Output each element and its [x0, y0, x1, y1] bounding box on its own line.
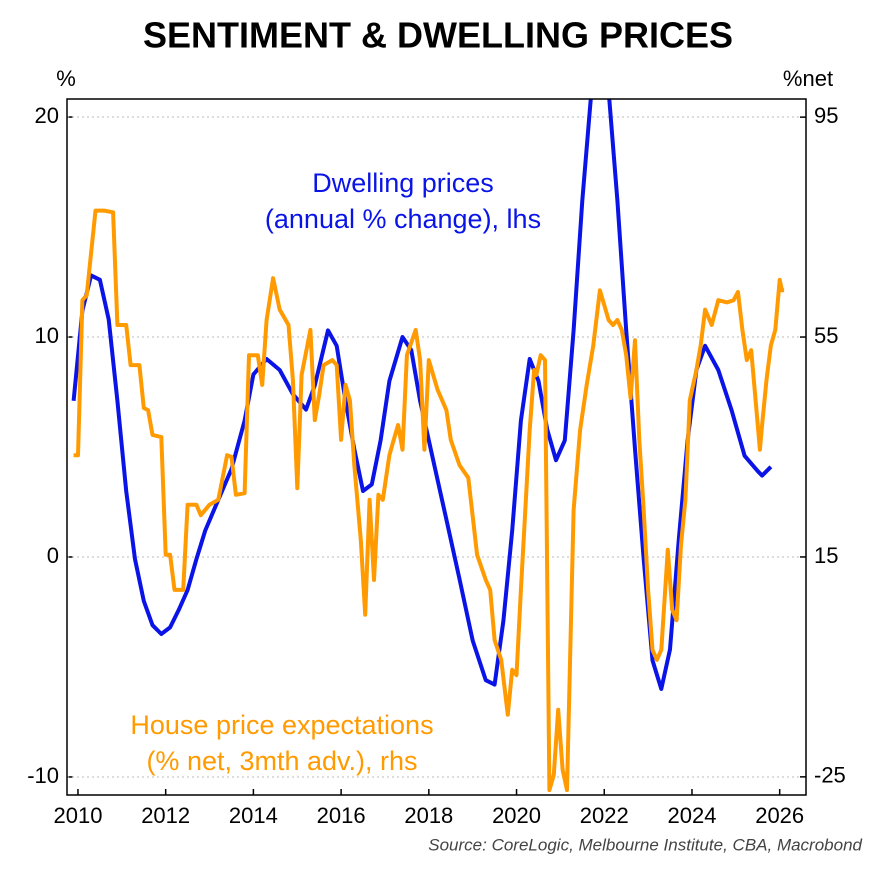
- y2-tick-label: 15: [814, 543, 838, 568]
- x-tick-label: 2010: [53, 803, 102, 828]
- y-tick-label: 10: [35, 323, 59, 348]
- grid: [67, 116, 806, 795]
- annotation: Dwelling prices: [312, 168, 494, 198]
- x-tick-label: 2018: [404, 803, 453, 828]
- annotation: House price expectations: [130, 710, 433, 740]
- y2-tick-label: 55: [814, 323, 838, 348]
- y-tick-label: -10: [27, 763, 59, 788]
- y2-tick-label: -25: [814, 763, 846, 788]
- series-line: [73, 208, 785, 793]
- chart-title: SENTIMENT & DWELLING PRICES: [143, 15, 733, 56]
- y-tick-label: 20: [35, 103, 59, 128]
- y2-axis-label: %net: [783, 66, 833, 91]
- y2-tick-label: 95: [814, 103, 838, 128]
- x-tick-label: 2020: [492, 803, 541, 828]
- y-tick-label: 0: [47, 543, 59, 568]
- x-tick-label: 2026: [755, 803, 804, 828]
- x-tick-label: 2022: [580, 803, 629, 828]
- x-tick-label: 2012: [141, 803, 190, 828]
- x-tick-label: 2024: [667, 803, 716, 828]
- annotation: (annual % change), lhs: [265, 204, 541, 234]
- x-tick-label: 2016: [317, 803, 366, 828]
- source-note: Source: CoreLogic, Melbourne Institute, …: [428, 835, 862, 854]
- annotation: (% net, 3mth adv.), rhs: [146, 746, 417, 776]
- plot-lines: [71, 99, 785, 793]
- labels: -10 0 10 20 -25 15 55 95 2010 2012 2014 2016 2018 202…: [27, 103, 846, 828]
- plot-frame: [66, 98, 807, 796]
- y-axis-label: %: [56, 66, 76, 91]
- x-tick-label: 2014: [229, 803, 278, 828]
